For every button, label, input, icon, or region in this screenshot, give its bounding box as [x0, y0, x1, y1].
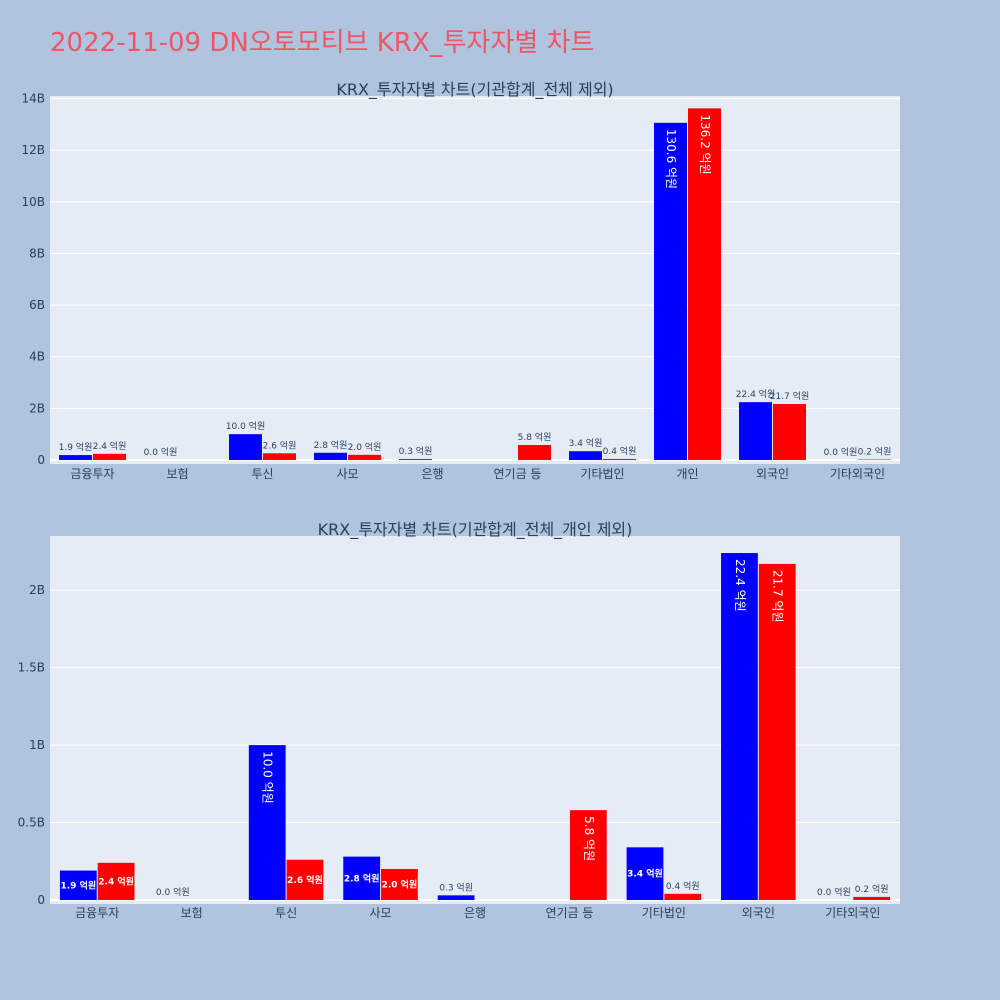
chart2-category-label: 연기금 등 [545, 906, 593, 920]
chart1-category-label: 투신 [251, 467, 273, 481]
chart2-data-label: 10.0 억원 [261, 751, 275, 804]
chart2-data-label: 0.4 억원 [666, 880, 700, 892]
chart1-bar-buy [654, 122, 687, 460]
chart2-category-label: 사모 [370, 906, 392, 920]
chart2-data-label: 22.4 억원 [733, 559, 747, 612]
chart2-bar-buy [248, 745, 286, 900]
chart2-data-label: 2.4 억원 [98, 875, 134, 887]
chart2-data-label: 1.9 억원 [61, 879, 97, 891]
chart1-category-label: 외국인 [756, 467, 789, 481]
chart1-data-label: 22.4 억원 [736, 388, 775, 400]
chart1-ytick-label: 10B [21, 195, 45, 209]
chart1-ytick-label: 6B [29, 298, 45, 312]
chart1-data-label: 5.8 억원 [518, 431, 552, 443]
chart1-title: KRX_투자자별 차트(기관합계_전체 제외) [336, 80, 613, 100]
chart2-category-label: 은행 [464, 905, 486, 920]
chart2-bar-sell [664, 893, 702, 900]
chart1-data-label: 0.4 억원 [603, 445, 637, 457]
chart1-data-label: 1.9 억원 [59, 441, 93, 453]
chart1-ytick-label: 0 [37, 453, 45, 467]
chart1-category-label: 은행 [421, 466, 443, 481]
chart1-bar-sell [858, 459, 891, 460]
chart1-bar-sell [93, 453, 126, 460]
chart2-bar-buy [721, 553, 758, 900]
chart2-bar-buy [437, 895, 475, 900]
chart2-ytick-label: 2B [29, 583, 45, 597]
chart2-bar-sell [381, 869, 418, 900]
chart1-ytick-label: 4B [29, 350, 45, 364]
chart1-category-label: 개인 [676, 467, 698, 481]
chart1-data-label: 10.0 억원 [226, 420, 265, 432]
chart2-data-label: 0.2 억원 [855, 883, 889, 895]
chart1-bar-buy [59, 455, 92, 460]
chart1-bar-sell [518, 445, 551, 460]
chart1-ytick-label: 2B [29, 401, 45, 415]
chart2-bar-sell [97, 862, 135, 900]
chart2-category-label: 기타외국인 [825, 906, 880, 920]
chart2-data-label: 2.0 억원 [382, 879, 418, 891]
chart2-data-label: 21.7 억원 [771, 570, 785, 623]
chart2-category-label: 기타법인 [642, 906, 686, 920]
chart2-category-label: 외국인 [742, 906, 775, 920]
chart2-category-label: 투신 [275, 906, 297, 920]
chart2-data-label: 0.0 억원 [156, 886, 190, 898]
chart2-bar-sell [853, 896, 891, 900]
chart1-bar-sell [773, 403, 806, 460]
chart1-bar-buy [229, 434, 262, 460]
page-title: 2022-11-09 DN오토모티브 KRX_투자자별 차트 [50, 28, 595, 58]
chart1-bar-sell [603, 458, 636, 460]
chart1-data-label: 0.0 억원 [824, 446, 858, 458]
chart1-bar-buy [739, 402, 772, 460]
chart1-data-label: 2.8 억원 [314, 439, 348, 451]
chart1-bar-buy [399, 459, 432, 460]
chart1-data-label: 0.0 억원 [144, 446, 178, 458]
chart2-category-label: 보험 [181, 906, 203, 920]
chart1-bar-sell [348, 454, 381, 460]
chart1-data-label: 130.6 억원 [664, 129, 678, 189]
chart1-category-label: 기타외국인 [830, 467, 885, 481]
chart2-ytick-label: 1B [29, 738, 45, 752]
chart2-bar-buy [626, 847, 664, 900]
chart1-category-label: 연기금 등 [494, 467, 542, 481]
chart2-plot-area [50, 536, 900, 904]
chart2-ytick-label: 0 [37, 893, 45, 907]
chart1-bar-sell [263, 453, 296, 460]
chart1-ytick-label: 14B [21, 92, 45, 106]
chart1-data-label: 0.3 억원 [399, 445, 433, 457]
chart1-ytick-label: 12B [21, 143, 45, 157]
chart2-bar-buy [59, 870, 97, 900]
chart2-bar-buy [343, 856, 381, 900]
chart1-data-label: 136.2 억원 [698, 114, 712, 174]
chart2-data-label: 2.6 억원 [287, 874, 323, 886]
chart1-category-label: 기타법인 [580, 467, 624, 481]
chart2-data-label: 5.8 억원 [582, 816, 596, 861]
chart2-title: KRX_투자자별 차트(기관합계_전체_개인 제외) [318, 520, 633, 540]
chart2-data-label: 2.8 억원 [344, 872, 380, 884]
chart2-bar-sell [286, 859, 324, 900]
chart1-bar-sell [688, 108, 721, 461]
chart2-ytick-label: 1.5B [18, 661, 45, 675]
chart1-category-label: 보험 [166, 467, 188, 481]
chart1-data-label: 2.4 억원 [93, 440, 127, 452]
chart2-bar-sell [758, 563, 796, 900]
chart2-data-label: 0.3 억원 [439, 881, 473, 893]
chart1-data-label: 3.4 억원 [569, 437, 603, 449]
chart1-category-label: 사모 [336, 467, 358, 481]
chart2-category-label: 금융투자 [75, 906, 119, 920]
chart2-ytick-label: 0.5B [18, 816, 45, 830]
chart1-data-label: 2.0 억원 [348, 441, 382, 453]
chart1-category-label: 금융투자 [70, 467, 114, 481]
chart1-ytick-label: 8B [29, 246, 45, 260]
chart2-data-label: 0.0 억원 [817, 886, 851, 898]
chart1-bar-buy [569, 451, 602, 460]
chart1-data-label: 0.2 억원 [858, 445, 892, 457]
chart1-data-label: 2.6 억원 [263, 439, 297, 451]
chart1-data-label: 21.7 억원 [770, 390, 809, 402]
chart2-bar-sell [569, 810, 607, 900]
chart1-bar-buy [314, 452, 347, 460]
chart2-data-label: 3.4 억원 [627, 868, 663, 880]
